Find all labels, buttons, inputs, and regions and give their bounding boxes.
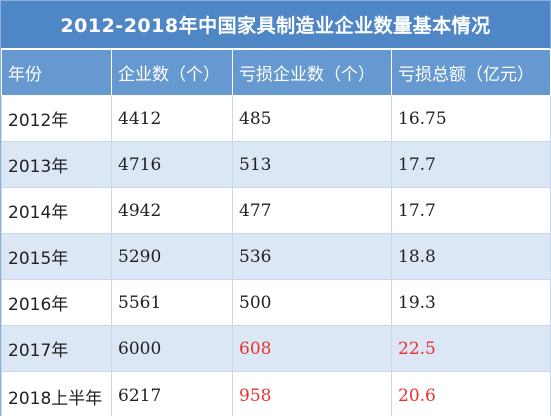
loss-enterprises-cell: 513 bbox=[232, 141, 392, 188]
enterprises-cell: 6000 bbox=[111, 325, 233, 372]
enterprises-cell: 4942 bbox=[111, 187, 233, 234]
data-table: 年份 企业数（个） 亏损企业数（个） 亏损总额（亿元） 2012年 4412 485… bbox=[1, 49, 551, 416]
year-cell: 2016年 bbox=[1, 279, 112, 326]
column-header-loss-enterprises: 亏损企业数（个） bbox=[232, 49, 392, 96]
column-header-enterprises: 企业数（个） bbox=[111, 49, 233, 96]
year-cell: 2015年 bbox=[1, 233, 112, 280]
loss-total-cell: 16.75 bbox=[391, 95, 551, 142]
table-row: 2018上半年 6217 958 20.6 bbox=[1, 371, 551, 416]
loss-total-cell: 17.7 bbox=[391, 187, 551, 234]
table-row: 2014年 4942 477 17.7 bbox=[1, 187, 551, 234]
loss-enterprises-cell: 536 bbox=[232, 233, 392, 280]
table-row: 2016年 5561 500 19.3 bbox=[1, 279, 551, 326]
table-title: 2012-2018年中国家具制造业企业数量基本情况 bbox=[1, 1, 550, 49]
loss-enterprises-cell: 485 bbox=[232, 95, 392, 142]
loss-enterprises-cell: 608 bbox=[232, 325, 392, 372]
enterprises-cell: 5561 bbox=[111, 279, 233, 326]
header-row: 年份 企业数（个） 亏损企业数（个） 亏损总额（亿元） bbox=[1, 49, 551, 96]
column-header-loss-total: 亏损总额（亿元） bbox=[391, 49, 551, 96]
loss-total-cell: 18.8 bbox=[391, 233, 551, 280]
enterprises-cell: 4716 bbox=[111, 141, 233, 188]
loss-enterprises-cell: 477 bbox=[232, 187, 392, 234]
year-cell: 2018上半年 bbox=[1, 371, 112, 416]
year-cell: 2012年 bbox=[1, 95, 112, 142]
enterprises-cell: 4412 bbox=[111, 95, 233, 142]
table-row: 2015年 5290 536 18.8 bbox=[1, 233, 551, 280]
enterprises-cell: 6217 bbox=[111, 371, 233, 416]
year-cell: 2014年 bbox=[1, 187, 112, 234]
loss-total-cell: 22.5 bbox=[391, 325, 551, 372]
loss-total-cell: 17.7 bbox=[391, 141, 551, 188]
table-body: 2012年 4412 485 16.75 2013年 4716 513 17.7 2014年 49… bbox=[1, 95, 551, 416]
loss-total-cell: 20.6 bbox=[391, 371, 551, 416]
column-header-year: 年份 bbox=[1, 49, 112, 96]
loss-enterprises-cell: 958 bbox=[232, 371, 392, 416]
year-cell: 2017年 bbox=[1, 325, 112, 372]
enterprises-cell: 5290 bbox=[111, 233, 233, 280]
loss-enterprises-cell: 500 bbox=[232, 279, 392, 326]
loss-total-cell: 19.3 bbox=[391, 279, 551, 326]
table-row: 2012年 4412 485 16.75 bbox=[1, 95, 551, 142]
table-row: 2013年 4716 513 17.7 bbox=[1, 141, 551, 188]
table-row: 2017年 6000 608 22.5 bbox=[1, 325, 551, 372]
year-cell: 2013年 bbox=[1, 141, 112, 188]
